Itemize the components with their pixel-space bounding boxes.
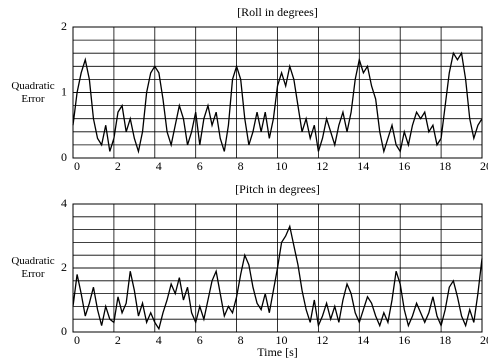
x-tick-label: 10 bbox=[276, 159, 288, 173]
x-tick-label: 2 bbox=[115, 333, 121, 347]
x-tick-label: 18 bbox=[439, 159, 451, 173]
line bbox=[72, 51, 483, 155]
plot-frame bbox=[72, 203, 483, 333]
x-tick-label: 10 bbox=[276, 333, 288, 347]
x-tick-label: 6 bbox=[197, 159, 203, 173]
chart-title: [Roll in degrees] bbox=[237, 5, 318, 19]
line bbox=[72, 224, 483, 331]
x-tick-label: 8 bbox=[238, 159, 244, 173]
x-tick-label: 20 bbox=[480, 333, 488, 347]
x-tick-label: 4 bbox=[156, 333, 162, 347]
x-tick-label: 0 bbox=[74, 159, 80, 173]
x-tick-label: 12 bbox=[316, 159, 328, 173]
y-axis-label: Quadratic Error bbox=[11, 255, 55, 280]
x-tick-label: 14 bbox=[357, 159, 369, 173]
y-tick-label: 4 bbox=[61, 196, 67, 210]
y-tick-label: 0 bbox=[61, 150, 67, 164]
x-tick-label: 14 bbox=[357, 333, 369, 347]
x-tick-label: 20 bbox=[480, 159, 488, 173]
x-tick-label: 16 bbox=[398, 333, 410, 347]
x-tick-label: 4 bbox=[156, 159, 162, 173]
y-axis-label: Quadratic Error bbox=[11, 79, 55, 105]
x-tick-label: 12 bbox=[316, 333, 328, 347]
x-tick-label: 16 bbox=[398, 159, 410, 173]
x-tick-label: 6 bbox=[197, 333, 203, 347]
x-axis-label: Time [s] bbox=[257, 345, 298, 359]
y-tick-label: 0 bbox=[61, 324, 67, 338]
x-tick-label: 8 bbox=[238, 333, 244, 347]
y-tick-label: 2 bbox=[61, 260, 67, 274]
chart-title: [Pitch in degrees] bbox=[235, 182, 320, 196]
y-tick-label: 1 bbox=[61, 84, 67, 98]
plot-frame bbox=[72, 26, 483, 159]
y-tick-label: 2 bbox=[61, 19, 67, 33]
x-tick-label: 0 bbox=[74, 333, 80, 347]
x-tick-label: 2 bbox=[115, 159, 121, 173]
x-tick-label: 18 bbox=[439, 333, 451, 347]
